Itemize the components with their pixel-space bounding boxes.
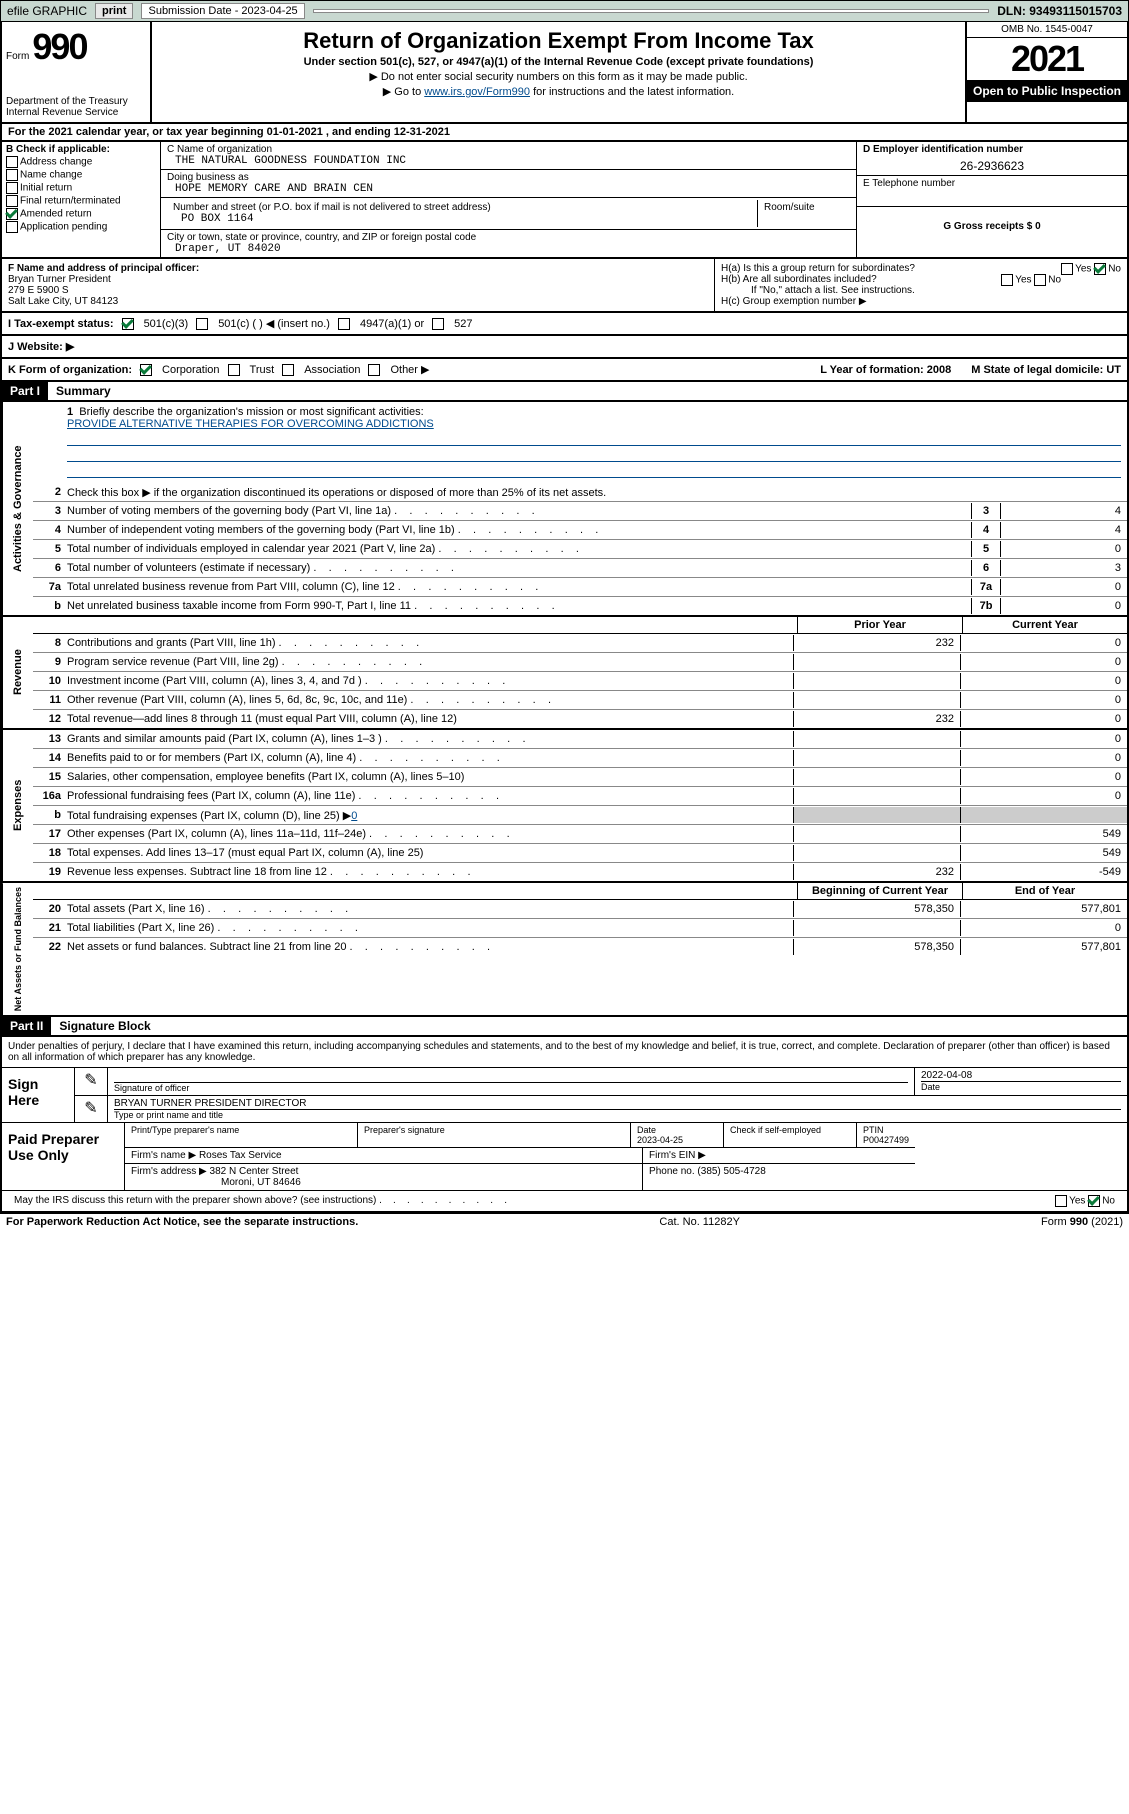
form-title: Return of Organization Exempt From Incom… — [156, 28, 961, 54]
part2-bar: Part II Signature Block — [0, 1017, 1129, 1037]
sign-arrow-icon: ✎ — [75, 1096, 108, 1122]
name-change: Name change — [6, 169, 156, 181]
pra-notice: For Paperwork Reduction Act Notice, see … — [6, 1216, 358, 1228]
dba-label: Doing business as — [167, 172, 850, 183]
part1-bar: Part I Summary — [0, 382, 1129, 402]
section-hc: H(c) Group exemption number ▶ — [721, 296, 1121, 307]
netassets-block: Net Assets or Fund Balances Beginning of… — [0, 883, 1129, 1017]
section-h-note: If "No," attach a list. See instructions… — [721, 285, 1121, 296]
mission-text: PROVIDE ALTERNATIVE THERAPIES FOR OVERCO… — [67, 418, 1121, 430]
form-header: Form 990 Department of the Treasury Inte… — [0, 22, 1129, 124]
part1-title: Summary — [48, 382, 119, 400]
officer-addr2: Salt Lake City, UT 84123 — [8, 296, 708, 307]
officer-addr1: 279 E 5900 S — [8, 285, 708, 296]
footer: For Paperwork Reduction Act Notice, see … — [0, 1213, 1129, 1230]
section-f-label: F Name and address of principal officer: — [8, 263, 708, 274]
section-hb: H(b) Are all subordinates included? Yes … — [721, 274, 1121, 285]
nossn-note: ▶ Do not enter social security numbers o… — [156, 70, 961, 83]
vert-rev: Revenue — [2, 617, 33, 728]
perjury-declaration: Under penalties of perjury, I declare th… — [2, 1037, 1127, 1067]
vert-exp: Expenses — [2, 730, 33, 881]
sign-arrow-icon: ✎ — [75, 1068, 108, 1095]
signature-block: Under penalties of perjury, I declare th… — [0, 1037, 1129, 1213]
addr-change: Address change — [6, 156, 156, 168]
efile-label: efile GRAPHIC — [7, 4, 87, 18]
form-subtitle: Under section 501(c), 527, or 4947(a)(1)… — [156, 56, 961, 68]
section-b-label: B Check if applicable: — [6, 144, 156, 155]
amended-return: Amended return — [6, 208, 156, 220]
topbar: efile GRAPHIC print Submission Date - 20… — [0, 0, 1129, 22]
org-name: THE NATURAL GOODNESS FOUNDATION INC — [167, 155, 850, 167]
cat-no: Cat. No. 11282Y — [659, 1216, 740, 1228]
korg-row: K Form of organization: Corporation Trus… — [0, 359, 1129, 382]
dba-name: HOPE MEMORY CARE AND BRAIN CEN — [167, 183, 850, 195]
sign-here-label: Sign Here — [2, 1068, 75, 1122]
expenses-block: Expenses 13Grants and similar amounts pa… — [0, 730, 1129, 883]
final-return: Final return/terminated — [6, 195, 156, 207]
omb-number: OMB No. 1545-0047 — [967, 22, 1127, 38]
section-i-label: I Tax-exempt status: — [8, 318, 114, 330]
status-row: I Tax-exempt status: 501(c)(3) 501(c) ( … — [0, 313, 1129, 336]
goto-note: ▶ Go to www.irs.gov/Form990 for instruct… — [156, 85, 961, 98]
section-g: G Gross receipts $ 0 — [943, 221, 1040, 232]
form-label: Form — [6, 51, 29, 62]
print-button[interactable]: print — [95, 3, 133, 19]
main-info: B Check if applicable: Address change Na… — [0, 142, 1129, 259]
section-ha: H(a) Is this a group return for subordin… — [721, 263, 1121, 274]
revenue-block: Revenue Prior YearCurrent Year 8Contribu… — [0, 617, 1129, 730]
app-pending: Application pending — [6, 221, 156, 233]
tax-year: 2021 — [967, 38, 1127, 80]
initial-return: Initial return — [6, 182, 156, 194]
irs-label: Internal Revenue Service — [6, 107, 146, 118]
info-row-f-h: F Name and address of principal officer:… — [0, 259, 1129, 313]
public-badge: Open to Public Inspection — [967, 80, 1127, 102]
section-d-label: D Employer identification number — [863, 144, 1121, 155]
governance-block: Activities & Governance 1 Briefly descri… — [0, 402, 1129, 617]
submission-date: Submission Date - 2023-04-25 — [141, 3, 304, 19]
section-j-label: J Website: ▶ — [8, 340, 74, 353]
tax-year-row: For the 2021 calendar year, or tax year … — [0, 124, 1129, 142]
goto-link[interactable]: www.irs.gov/Form990 — [424, 86, 530, 98]
form-number: 990 — [32, 26, 86, 67]
city-label: City or town, state or province, country… — [167, 232, 850, 243]
form-ref: Form 990 (2021) — [1041, 1216, 1123, 1228]
vert-gov: Activities & Governance — [2, 402, 33, 615]
section-c-label: C Name of organization — [167, 144, 850, 155]
website-row: J Website: ▶ — [0, 336, 1129, 359]
dln: DLN: 93493115015703 — [997, 4, 1122, 18]
section-e-label: E Telephone number — [863, 178, 1121, 189]
part2-label: Part II — [2, 1017, 51, 1035]
street: PO BOX 1164 — [173, 213, 751, 225]
dept-label: Department of the Treasury — [6, 96, 146, 107]
part1-label: Part I — [2, 382, 48, 400]
street-label: Number and street (or P.O. box if mail i… — [173, 202, 751, 213]
part2-title: Signature Block — [51, 1017, 158, 1035]
vert-net: Net Assets or Fund Balances — [2, 883, 33, 1015]
spacer — [313, 9, 990, 13]
officer-name: Bryan Turner President — [8, 274, 708, 285]
ein: 26-2936623 — [863, 155, 1121, 173]
city: Draper, UT 84020 — [167, 243, 850, 255]
paid-preparer-label: Paid Preparer Use Only — [2, 1123, 125, 1190]
room-label: Room/suite — [758, 200, 850, 227]
